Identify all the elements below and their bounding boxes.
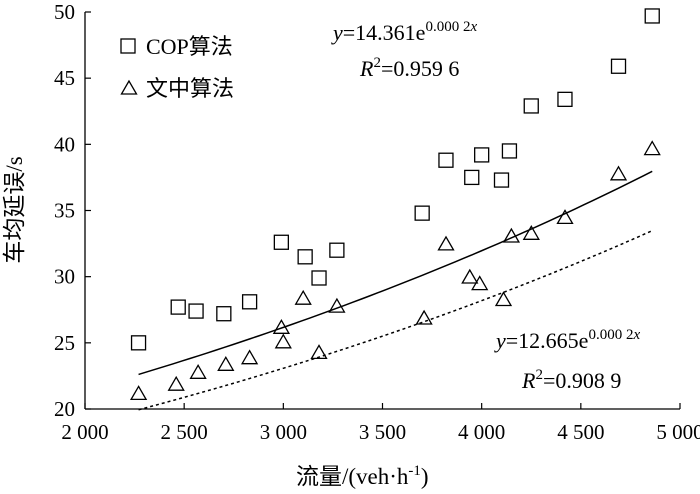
eq-prop-main: =12.665e [506,328,589,353]
eq-prop-r-sup: 2 [535,367,543,383]
eq-cop-exp-var: x [469,19,477,35]
point-proposed [240,349,259,365]
point-cop [644,8,660,24]
eq-cop-r: R [359,56,374,81]
point-proposed [609,165,628,181]
y-tick-label: 20 [54,397,75,421]
eq-prop-exp: 0.000 2 [588,327,633,343]
point-cop [438,152,454,168]
point-cop [557,91,573,107]
point-proposed [129,385,148,401]
y-tick-label: 35 [54,199,75,223]
equation-proposed: y=12.665e0.000 2x R2=0.908 9 [494,327,640,393]
legend-marker-proposed [120,79,138,95]
x-tick-label: 3 000 [260,420,307,444]
eq-prop-exp-var: x [632,327,640,343]
x-tick-label: 5 000 [656,420,700,444]
axes: 2 000 2 500 3 000 3 500 4 000 4 500 5 000 20 25 3… [54,0,700,444]
point-proposed [437,235,455,251]
point-cop [216,306,232,322]
eq-cop-r-val: =0.959 6 [381,56,459,81]
point-proposed [189,363,207,379]
point-proposed [471,275,489,291]
y-tick-label: 25 [54,331,75,355]
point-cop [493,172,510,188]
point-cop [188,303,204,319]
point-cop [130,335,147,351]
x-tick-label: 2 000 [61,420,108,444]
point-cop [170,299,186,315]
point-proposed [272,318,291,334]
point-cop [610,58,627,74]
x-axis-title-tail: ) [421,464,429,489]
eq-prop-r-val: =0.908 9 [543,368,621,393]
y-tick-label: 45 [54,66,75,90]
point-proposed [643,140,661,156]
eq-cop-r-sup: 2 [373,55,381,71]
point-cop [329,242,345,258]
x-tick-label: 3 500 [359,420,406,444]
legend: COP算法 文中算法 [120,34,234,101]
svg-text:R2=0.959 6: R2=0.959 6 [359,55,459,81]
y-axis-title: 车均延误/s [2,156,27,263]
eq-cop-exp: 0.000 2 [425,19,470,35]
point-proposed [310,344,328,360]
point-cop [297,249,313,265]
legend-label-cop: COP算法 [146,34,233,59]
equation-cop: y=14.361e0.000 2x R2=0.959 6 [331,19,477,81]
y-tick-label: 30 [54,265,75,289]
point-proposed [274,333,292,349]
point-proposed [294,289,312,305]
point-cop [464,169,480,186]
x-axis-title: 流量/(veh·h-1) [296,463,429,489]
point-proposed [494,291,513,307]
x-tick-label: 4 500 [557,420,604,444]
point-proposed [556,209,574,225]
point-proposed [415,309,433,325]
point-cop [241,294,258,310]
point-cop [273,234,290,250]
point-cop [414,205,430,221]
point-cop [501,143,518,159]
point-proposed [522,224,540,240]
legend-marker-cop [120,38,136,54]
svg-text:y=12.665e0.000 2x: y=12.665e0.000 2x [494,327,640,353]
trend-line-proposed [138,229,653,411]
point-cop [311,270,327,286]
eq-cop-y: y [331,20,343,45]
y-tick-label: 50 [54,0,75,24]
x-tick-label: 4 000 [458,420,505,444]
x-axis-title-main: 流量/(veh·h [296,464,409,489]
point-cop [474,147,490,163]
point-proposed [217,355,235,371]
eq-prop-r: R [521,368,536,393]
point-proposed [328,297,346,313]
eq-cop-main: =14.361e [343,20,426,45]
data-points [129,8,661,401]
x-tick-label: 2 500 [161,420,208,444]
point-proposed [502,227,521,243]
y-tick-label: 40 [54,132,75,156]
point-proposed [167,375,185,391]
svg-text:R2=0.908 9: R2=0.908 9 [521,367,621,393]
svg-text:y=14.361e0.000 2x: y=14.361e0.000 2x [331,19,477,45]
point-cop [523,98,539,114]
eq-prop-y: y [494,328,506,353]
x-axis-title-sup: -1 [408,463,421,479]
legend-label-proposed: 文中算法 [146,76,234,101]
point-proposed [461,268,479,284]
